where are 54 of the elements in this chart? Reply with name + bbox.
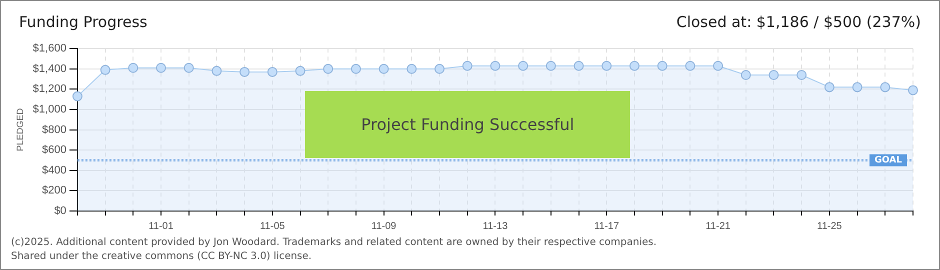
y-axis-title: PLEDGED bbox=[14, 108, 25, 152]
point bbox=[267, 66, 278, 77]
point bbox=[295, 66, 306, 76]
point bbox=[240, 66, 250, 77]
point bbox=[685, 60, 696, 71]
point bbox=[629, 60, 640, 71]
x-tick-label: 11-25 bbox=[817, 220, 842, 232]
text: Closed at: $1,186 / $500 (237%) bbox=[676, 13, 921, 31]
point bbox=[462, 60, 472, 71]
y-tick-label: $200 bbox=[42, 184, 66, 197]
y-tick-label: $1,400 bbox=[32, 62, 66, 75]
point bbox=[100, 64, 110, 75]
y-tick-label: $1,600 bbox=[32, 42, 66, 55]
point bbox=[490, 60, 500, 71]
point bbox=[212, 66, 222, 76]
point bbox=[72, 91, 82, 102]
x-tick-label: 11-09 bbox=[371, 220, 397, 232]
point bbox=[406, 64, 417, 74]
point bbox=[378, 64, 389, 74]
y-tick-label: $0 bbox=[54, 205, 66, 218]
y-tick-label: $1,200 bbox=[32, 83, 66, 96]
point bbox=[434, 64, 445, 74]
point bbox=[657, 60, 668, 71]
ref-line-label: GOAL bbox=[874, 156, 902, 166]
point bbox=[350, 64, 361, 74]
point bbox=[740, 70, 751, 80]
x-tick-label: 11-17 bbox=[594, 220, 620, 232]
chart-title: Funding Progress bbox=[19, 13, 148, 31]
y-tick-label: $800 bbox=[42, 124, 66, 136]
point bbox=[546, 60, 556, 71]
point bbox=[518, 60, 528, 71]
x-tick-label: 11-05 bbox=[260, 220, 286, 232]
y-tick-label: $600 bbox=[42, 144, 66, 156]
point bbox=[574, 60, 584, 71]
point bbox=[852, 82, 862, 92]
point bbox=[908, 85, 918, 96]
x-tick-label: 11-01 bbox=[148, 220, 174, 232]
point bbox=[768, 70, 779, 80]
text: Shared under the creative commons (CC BY-NC 3.0) license. bbox=[11, 251, 312, 262]
point bbox=[880, 82, 890, 92]
point bbox=[602, 60, 612, 71]
point bbox=[323, 64, 334, 74]
point bbox=[713, 60, 724, 71]
text: (c)2025. Additional content provided by Jon Woodard. Trademarks and related content are owned by their respective companies. bbox=[11, 237, 657, 248]
x-tick-label: 11-21 bbox=[706, 220, 731, 232]
point bbox=[128, 62, 138, 73]
point bbox=[156, 62, 166, 73]
point bbox=[796, 70, 807, 80]
point bbox=[184, 62, 194, 73]
note-box: Project Funding Successful bbox=[305, 91, 630, 158]
point bbox=[824, 82, 834, 92]
y-tick-label: $1,000 bbox=[32, 104, 66, 116]
y-tick-label: $400 bbox=[42, 164, 66, 176]
x-tick-label: 11-13 bbox=[482, 220, 508, 232]
